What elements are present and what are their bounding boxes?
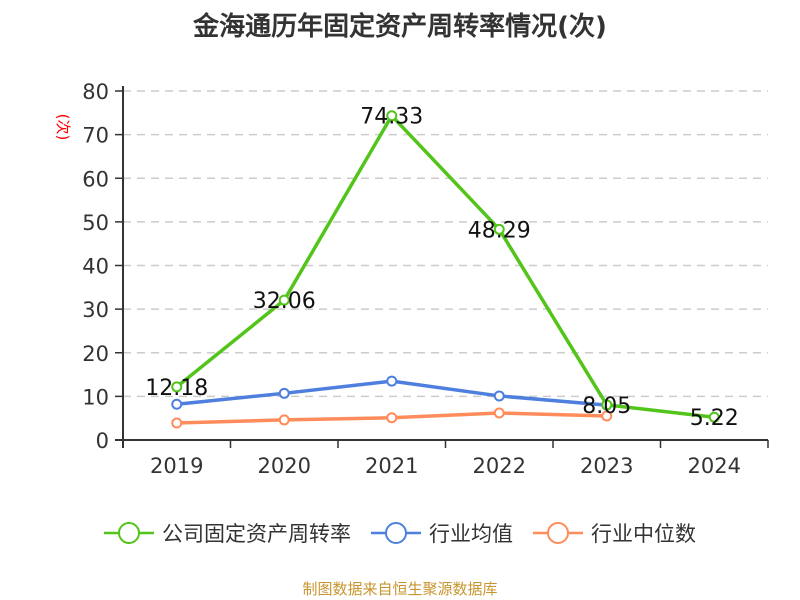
- y-tick-label: 50: [82, 211, 109, 235]
- data-point[interactable]: [386, 110, 398, 122]
- data-point[interactable]: [493, 407, 505, 419]
- data-point[interactable]: [171, 417, 183, 429]
- data-label: 48.29: [468, 218, 531, 243]
- y-axis-unit-label: (次): [54, 114, 72, 141]
- x-tick-label: 2020: [258, 454, 311, 478]
- x-tick-label: 2021: [365, 454, 418, 478]
- data-label: 12.18: [145, 376, 208, 401]
- x-axis: 2019 2020 2021 2022 2023 2024: [115, 439, 769, 478]
- y-tick-label: 20: [82, 342, 109, 366]
- legend-label: 行业中位数: [591, 522, 696, 546]
- data-label: 32.06: [253, 289, 316, 314]
- data-label: 8.05: [582, 394, 631, 419]
- x-tick-label: 2019: [150, 454, 203, 478]
- legend-marker-icon: [104, 522, 154, 544]
- data-series: [171, 110, 720, 429]
- grid-lines: [123, 90, 768, 398]
- data-label: 74.33: [360, 105, 423, 130]
- legend-item[interactable]: 公司固定资产周转率: [104, 518, 351, 548]
- legend: 公司固定资产周转率 行业均值 行业中位数: [0, 518, 800, 548]
- data-label: 5.22: [690, 406, 739, 431]
- data-point[interactable]: [493, 223, 505, 235]
- data-point[interactable]: [386, 375, 398, 387]
- data-labels: 12.18 32.06 74.33 48.29 8.05 5.22: [145, 105, 738, 431]
- data-point[interactable]: [171, 398, 183, 410]
- data-point[interactable]: [601, 399, 613, 411]
- data-point[interactable]: [171, 381, 183, 393]
- legend-item[interactable]: 行业中位数: [533, 518, 696, 548]
- data-point[interactable]: [278, 387, 290, 399]
- data-point[interactable]: [278, 414, 290, 426]
- y-tick-label: 60: [82, 167, 109, 191]
- data-point[interactable]: [278, 294, 290, 306]
- legend-label: 行业均值: [429, 522, 513, 546]
- y-tick-label: 70: [82, 124, 109, 148]
- y-tick-label: 80: [82, 80, 109, 104]
- y-tick-label: 0: [96, 429, 109, 453]
- legend-label: 公司固定资产周转率: [162, 522, 351, 546]
- y-tick-label: 30: [82, 298, 109, 322]
- x-tick-label: 2023: [580, 454, 633, 478]
- data-point[interactable]: [601, 410, 613, 422]
- x-tick-label: 2024: [688, 454, 741, 478]
- series-line: [175, 113, 715, 419]
- source-note: 制图数据来自恒生聚源数据库: [302, 580, 498, 598]
- y-tick-label: 40: [82, 255, 109, 279]
- legend-item[interactable]: 行业均值: [371, 518, 513, 548]
- data-point[interactable]: [708, 411, 720, 423]
- y-tick-label: 10: [82, 385, 109, 409]
- legend-marker-icon: [533, 522, 583, 544]
- legend-marker-icon: [371, 522, 421, 544]
- x-tick-label: 2022: [473, 454, 526, 478]
- data-point[interactable]: [386, 412, 398, 424]
- y-axis: 0 10 20 30 40 50 60 70 80: [82, 80, 124, 453]
- chart-title: 金海通历年固定资产周转率情况(次): [193, 12, 607, 42]
- data-point[interactable]: [493, 390, 505, 402]
